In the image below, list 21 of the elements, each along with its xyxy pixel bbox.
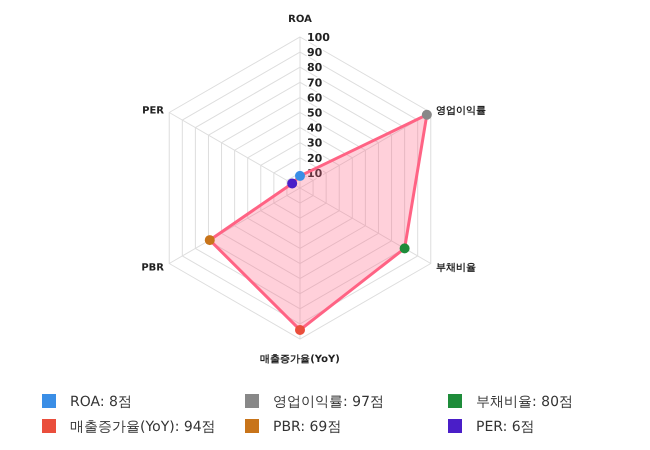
y-tick-label: 30 <box>307 136 323 150</box>
text: 매출증가율(YoY): 94점 <box>70 419 216 435</box>
text: 부채비율: 80점 <box>476 394 573 410</box>
y-tick-label: 90 <box>307 46 323 60</box>
spoke-label: PER <box>142 105 164 116</box>
y-tick-label: 70 <box>307 76 323 90</box>
y-tick-label: 20 <box>307 152 323 165</box>
y-tick-label: 80 <box>307 61 323 74</box>
text: PBR: 69점 <box>273 419 342 435</box>
text: PER: 6점 <box>476 419 535 435</box>
spoke-label: 영업이익률 <box>436 105 486 116</box>
spoke-label: 매출증가율(YoY) <box>260 354 340 365</box>
spoke-label: 부채비율 <box>436 262 476 274</box>
y-tick-label: 60 <box>307 91 323 104</box>
y-tick-label: 50 <box>307 106 323 120</box>
text: 영업이익률: 97점 <box>273 394 384 410</box>
spoke-label: ROA <box>288 14 312 26</box>
y-tick-label: 40 <box>307 122 323 135</box>
text: ROA: 8점 <box>70 394 132 410</box>
y-tick-label: 100 <box>307 31 330 44</box>
spoke-label: PBR <box>141 262 164 274</box>
